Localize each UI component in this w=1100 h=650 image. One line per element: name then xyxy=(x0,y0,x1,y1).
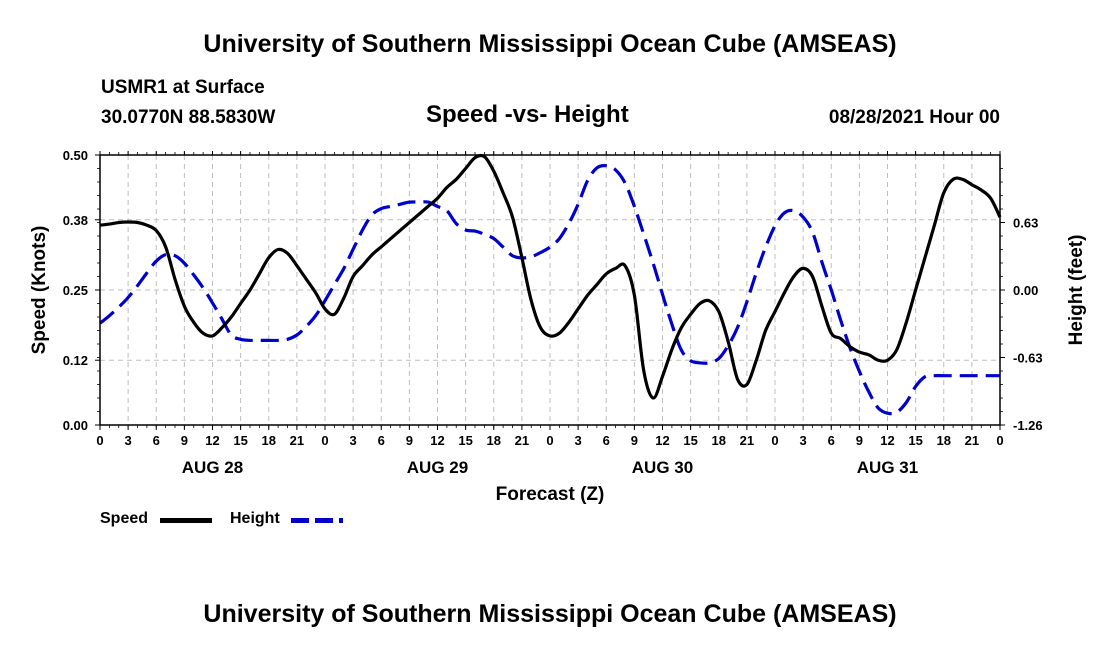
x-tick-label: 6 xyxy=(603,433,610,448)
x-tick-label: 12 xyxy=(430,433,444,448)
x-tick-label: 0 xyxy=(996,433,1003,448)
x-tick-label: 0 xyxy=(546,433,553,448)
series-line-speed xyxy=(99,153,1002,400)
day-label: AUG 28 xyxy=(182,458,243,477)
x-tick-label: 12 xyxy=(655,433,669,448)
x-tick-label: 9 xyxy=(181,433,188,448)
day-label: AUG 30 xyxy=(632,458,693,477)
y2-tick-label: -1.26 xyxy=(1013,418,1043,433)
y2-tick-label: 0.63 xyxy=(1013,216,1038,231)
x-tick-label: 6 xyxy=(828,433,835,448)
legend-speed-swatch xyxy=(160,518,212,523)
x-axis-label: Forecast (Z) xyxy=(496,484,605,505)
x-tick-label: 3 xyxy=(575,433,582,448)
station-label: USMR1 at Surface xyxy=(101,77,265,98)
y2-tick-label: -0.63 xyxy=(1013,351,1043,366)
x-tick-label: 3 xyxy=(350,433,357,448)
x-tick-label: 6 xyxy=(153,433,160,448)
x-tick-label: 18 xyxy=(937,433,951,448)
x-tick-label: 15 xyxy=(233,433,247,448)
chart-subtitle: Speed -vs- Height xyxy=(426,101,629,128)
tick-labels: 0 3 6 9 12 15 18 21 0 3 6 9 12 15 18 21 0 3 6 9 12 15 18 21 0 3 6 9… xyxy=(63,148,1043,477)
x-tick-label: 9 xyxy=(856,433,863,448)
y-tick-label: 0.12 xyxy=(63,353,88,368)
y-tick-label: 0.25 xyxy=(63,283,88,298)
coordinates-label: 30.0770N 88.5830W xyxy=(101,107,276,128)
x-tick-label: 6 xyxy=(378,433,385,448)
y2-axis-label: Height (feet) xyxy=(1066,235,1087,346)
x-tick-label: 21 xyxy=(515,433,529,448)
x-tick-label: 18 xyxy=(487,433,501,448)
y-tick-label: 0.50 xyxy=(63,148,88,163)
x-tick-label: 0 xyxy=(771,433,778,448)
x-tick-label: 21 xyxy=(965,433,979,448)
series-layer xyxy=(99,153,1002,416)
legend-height-swatch xyxy=(291,518,343,523)
chart-title: University of Southern Mississippi Ocean… xyxy=(203,30,897,58)
x-tick-label: 15 xyxy=(908,433,922,448)
x-tick-label: 0 xyxy=(96,433,103,448)
legend-height-label: Height xyxy=(230,510,280,527)
x-tick-label: 0 xyxy=(321,433,328,448)
y-tick-label: 0.38 xyxy=(63,213,88,228)
x-tick-label: 3 xyxy=(800,433,807,448)
x-tick-label: 3 xyxy=(125,433,132,448)
forecast-datetime: 08/28/2021 Hour 00 xyxy=(828,107,1000,128)
x-tick-label: 21 xyxy=(290,433,304,448)
y-axis-label: Speed (Knots) xyxy=(29,226,50,355)
x-tick-label: 12 xyxy=(205,433,219,448)
legend-speed-label: Speed xyxy=(100,510,149,527)
y2-tick-label: 0.00 xyxy=(1013,283,1038,298)
x-tick-label: 12 xyxy=(880,433,894,448)
x-tick-label: 18 xyxy=(262,433,276,448)
x-tick-label: 9 xyxy=(631,433,638,448)
day-label: AUG 31 xyxy=(857,458,918,477)
x-tick-label: 21 xyxy=(740,433,754,448)
x-tick-label: 9 xyxy=(406,433,413,448)
x-tick-label: 15 xyxy=(683,433,697,448)
x-tick-label: 18 xyxy=(712,433,726,448)
day-label: AUG 29 xyxy=(407,458,468,477)
y-tick-label: 0.00 xyxy=(63,418,88,433)
footer-title: University of Southern Mississippi Ocean… xyxy=(203,600,897,628)
x-tick-label: 15 xyxy=(458,433,472,448)
tick-marks xyxy=(95,151,1005,430)
grid-lines xyxy=(100,155,1000,425)
